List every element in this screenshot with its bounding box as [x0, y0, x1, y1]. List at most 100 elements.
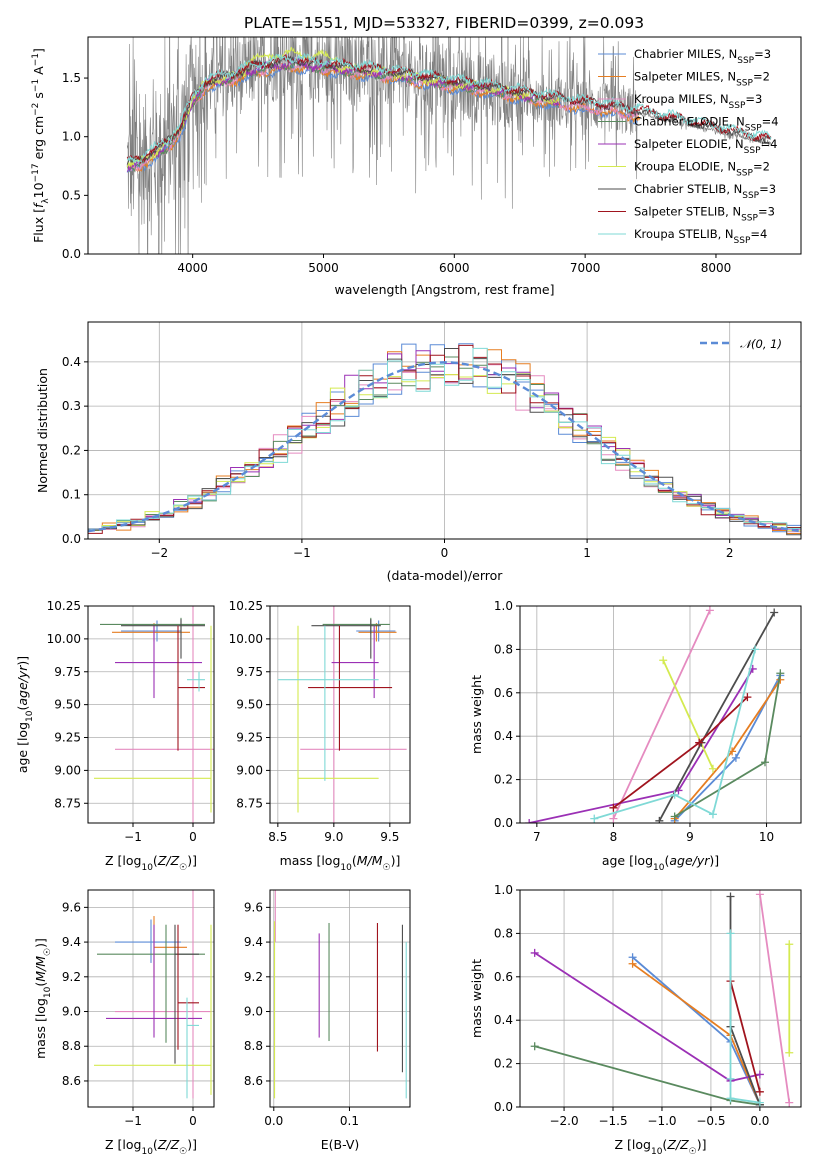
y-tick-label: 9.75 [54, 665, 81, 679]
plot-area [126, 37, 772, 254]
weight-point-marker [530, 1042, 539, 1051]
x-axis-label: mass [log10(M/M☉)] [280, 853, 401, 873]
y-axis-label: mass [log10(M/M☉)] [33, 938, 53, 1059]
y-tick-label: 9.6 [244, 900, 263, 914]
weight-point-marker [776, 669, 785, 678]
weight-point-marker [726, 929, 735, 938]
weight-point-marker [755, 1070, 764, 1079]
weight-point-marker [659, 656, 668, 665]
y-axis-label: mass weight [469, 675, 484, 754]
x-tick-label: 1 [583, 546, 591, 560]
y-tick-label: 9.4 [62, 935, 81, 949]
x-tick-label: −2.0 [549, 1114, 578, 1128]
weight-point-marker [695, 738, 704, 747]
weight-point-marker [670, 790, 679, 799]
x-axis-label: Z [log10(Z/Z☉)] [105, 853, 197, 873]
plot-area [88, 343, 801, 536]
residual-histogram-line [88, 347, 801, 530]
y-tick-label: 1.0 [494, 883, 513, 897]
y-tick-label: 8.8 [244, 1039, 263, 1053]
spectrum-axes: 4000 5000 6000 7000 8000 0.0 0.5 1.0 1.5 Chabrier… [31, 36, 802, 297]
axes-frame [87, 889, 215, 1108]
weight-point-marker [530, 948, 539, 957]
y-tick-label: 9.2 [244, 970, 263, 984]
y-tick-label: 9.0 [244, 1005, 263, 1019]
y-axis-label: mass weight [469, 959, 484, 1038]
y-tick-label: 0.1 [62, 488, 81, 502]
y-tick-label: 0.3 [62, 399, 81, 413]
y-tick-label: 9.00 [236, 763, 263, 777]
x-tick-label: −1.0 [647, 1114, 676, 1128]
x-tick-label: 10 [759, 830, 774, 844]
weight-series-line [534, 1045, 761, 1106]
weight-series-line [662, 659, 714, 770]
y-tick-label: 9.00 [54, 763, 81, 777]
weight-point-marker [609, 803, 618, 812]
axes-frame [269, 889, 411, 1108]
x-tick-label: 0 [189, 830, 197, 844]
model-spectrum-line [126, 58, 560, 172]
y-tick-label: 9.6 [62, 900, 81, 914]
legend-entry: Salpeter MILES, NSSP=2 [634, 70, 770, 89]
x-tick-label: 6000 [439, 261, 470, 275]
x-tick-label: −1 [293, 546, 311, 560]
y-tick-label: 0.0 [62, 532, 81, 546]
weight-point-marker [785, 1098, 794, 1107]
x-axis-label: Z [log10(Z/Z☉)] [105, 1137, 197, 1157]
x-tick-label: 8.5 [268, 830, 287, 844]
y-axis-label: Normed distribution [35, 368, 50, 493]
weight-series-line [632, 956, 761, 1106]
weight-series-line [658, 612, 775, 822]
weight-point-marker [655, 816, 664, 823]
weight-series-line [632, 963, 761, 1106]
y-tick-label: 0.2 [62, 443, 81, 457]
weight-point-marker [785, 940, 794, 949]
axes-frame [519, 605, 802, 824]
model-spectrum-line [126, 52, 772, 164]
legend-entry: Kroupa ELODIE, NSSP=2 [634, 160, 770, 179]
legend-entry: Chabrier STELIB, NSSP=3 [634, 182, 776, 201]
y-tick-label: 9.0 [62, 1005, 81, 1019]
weight-point-marker [525, 819, 534, 823]
plot-area [94, 606, 214, 823]
legend-entry: Chabrier MILES, NSSP=3 [634, 47, 771, 66]
y-tick-label: 8.75 [54, 796, 81, 810]
x-tick-label: −1 [124, 830, 142, 844]
y-tick-label: 0.2 [494, 1057, 513, 1071]
legend-entry: 𝒩(0, 1) [740, 337, 782, 351]
weight-series-line [729, 980, 761, 1093]
x-axis-label: wavelength [Angstrom, rest frame] [334, 282, 554, 297]
x-tick-label: −1.5 [598, 1114, 627, 1128]
y-tick-label: 0.8 [494, 642, 513, 656]
y-tick-label: 10.25 [229, 599, 263, 613]
x-axis-label: age [log10(age/yr)] [602, 853, 719, 873]
y-tick-label: 8.6 [62, 1074, 81, 1088]
x-tick-label: 4000 [177, 261, 208, 275]
axes-frame [87, 36, 802, 255]
weight-point-marker [755, 1087, 764, 1096]
y-tick-label: 0.6 [494, 970, 513, 984]
y-tick-label: 1.0 [494, 599, 513, 613]
y-tick-label: 9.2 [62, 970, 81, 984]
y-tick-label: 1.5 [62, 71, 81, 85]
plot-area [530, 890, 794, 1107]
weight-point-marker [770, 608, 779, 617]
weight-point-marker [708, 810, 717, 819]
x-tick-label: −0.5 [696, 1114, 725, 1128]
weight-series-line [534, 952, 761, 1082]
x-axis-label: (data-model)/error [387, 568, 504, 583]
weight-series-line [612, 609, 711, 820]
x-tick-label: 7 [533, 830, 541, 844]
weight-point-marker [751, 645, 760, 654]
legend-entry: Chabrier ELODIE, NSSP=4 [634, 115, 779, 134]
weight-point-marker [743, 693, 752, 702]
y-tick-label: 9.50 [54, 698, 81, 712]
y-tick-label: 10.00 [229, 632, 263, 646]
y-tick-label: 0.4 [494, 1013, 513, 1027]
x-tick-label: 7000 [570, 261, 601, 275]
y-tick-label: 0.2 [494, 773, 513, 787]
axes-frame [269, 605, 411, 824]
x-tick-label: 0.1 [340, 1114, 359, 1128]
y-axis-label: Flux [fλ10−17 erg cm−2 s−1 A−1] [31, 48, 51, 243]
